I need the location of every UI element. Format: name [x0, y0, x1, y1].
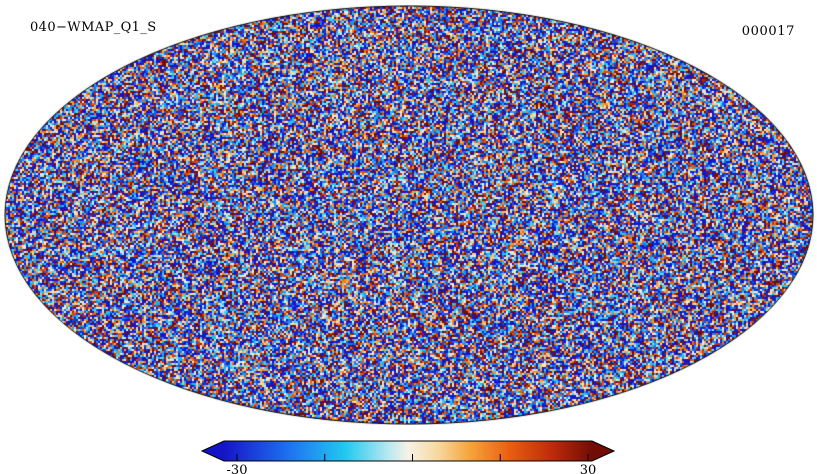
map-title: 040−WMAP_Q1_S — [30, 20, 157, 35]
frame-id-label: 000017 — [742, 24, 795, 39]
colorbar: -30 30 — [200, 438, 617, 474]
colorbar-max-label: 30 — [580, 463, 597, 474]
colorbar-min-label: -30 — [227, 463, 248, 474]
colorbar-gradient-bar — [202, 441, 614, 461]
sky-map-canvas — [4, 5, 814, 425]
sky-map-viewer: 040−WMAP_Q1_S 000017 -30 30 — [0, 0, 817, 474]
